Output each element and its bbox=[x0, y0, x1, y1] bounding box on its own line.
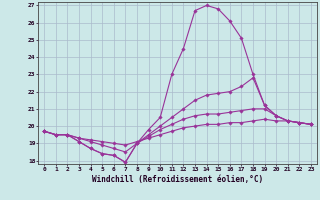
X-axis label: Windchill (Refroidissement éolien,°C): Windchill (Refroidissement éolien,°C) bbox=[92, 175, 263, 184]
